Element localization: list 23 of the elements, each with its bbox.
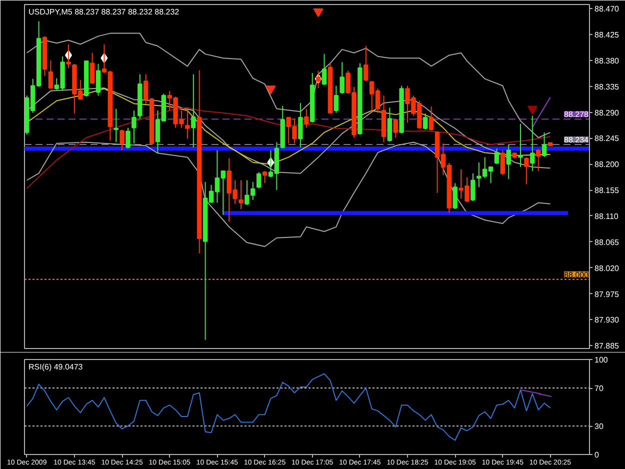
y-tick-label: 88.335 [594,82,620,92]
y-tick-label: 88.110 [594,212,619,221]
y-tick-label: 88.020 [594,264,620,273]
ref-line-label: 88.234 [564,136,590,145]
y-tick-label: 88.470 [594,4,620,14]
y-tick-label: 87.975 [594,290,620,299]
y-tick-label: 87.885 [594,342,620,351]
y-tick-label: 70 [594,384,604,393]
y-tick-label: 0 [594,450,600,460]
ref-line-label: 88.000 [564,270,590,280]
y-tick-label: 88.425 [594,30,620,40]
y-tick-label: 88.065 [594,238,620,247]
y-tick-label: 88.155 [594,186,620,196]
y-tick-label: 88.380 [594,56,620,66]
ref-line-label: 88.278 [564,110,590,120]
y-tick-label: 88.290 [594,108,620,118]
y-tick-label: 30 [594,422,604,431]
chart-title: USDJPY,M5 88.237 88.237 88.232 88.232 [28,8,180,16]
chart-title: RSI(6) 49.0473 [28,362,84,372]
y-tick-label: 100 [594,356,608,364]
y-tick-label: 88.245 [594,134,620,144]
y-tick-label: 87.930 [594,316,620,325]
y-tick-label: 88.200 [594,160,620,170]
